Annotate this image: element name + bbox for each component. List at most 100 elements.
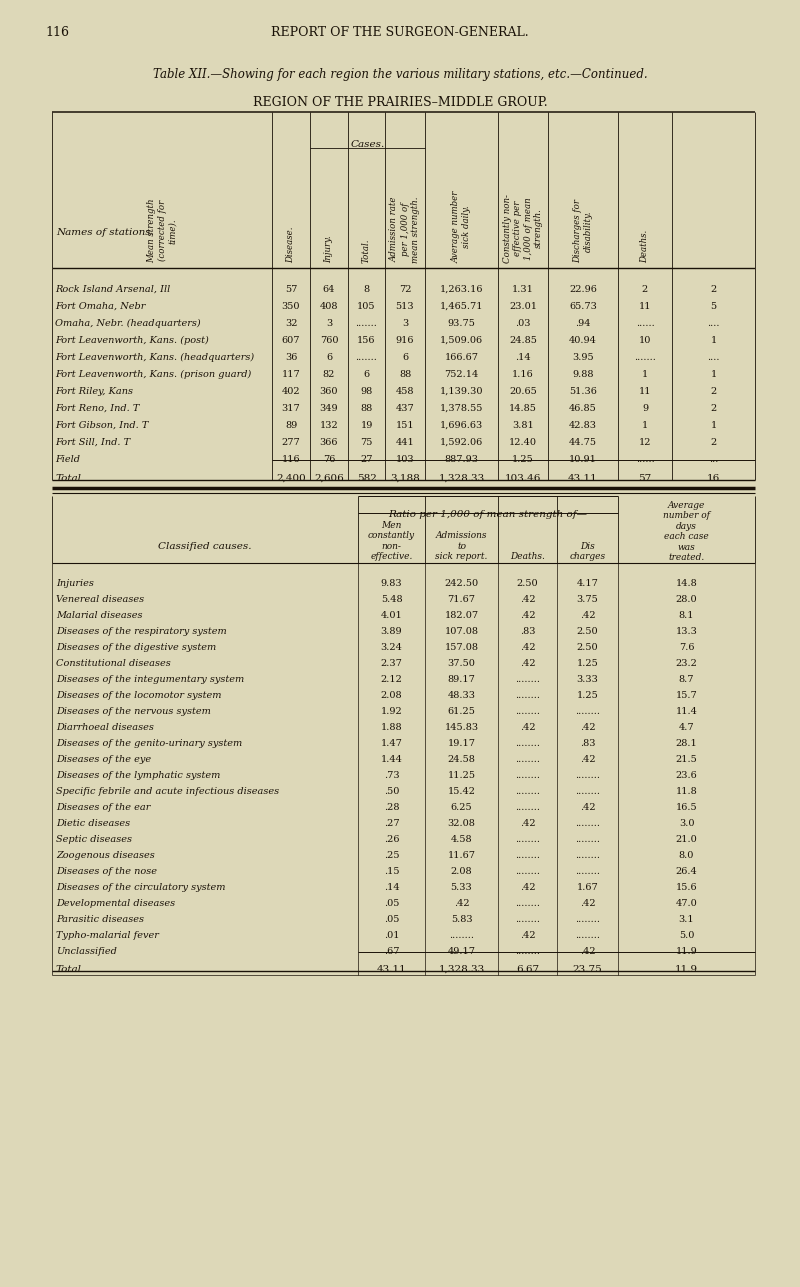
Text: ...: ...: [709, 456, 718, 465]
Text: 1,263.16: 1,263.16: [440, 284, 483, 293]
Text: 116: 116: [45, 26, 69, 39]
Text: 3.81: 3.81: [512, 421, 534, 430]
Text: .42: .42: [580, 803, 595, 812]
Text: 98: 98: [360, 387, 373, 396]
Text: ........: ........: [515, 755, 540, 764]
Text: 1.88: 1.88: [381, 723, 402, 732]
Text: 242.50: 242.50: [445, 579, 478, 588]
Text: 7.6: 7.6: [678, 644, 694, 653]
Text: 151: 151: [396, 421, 414, 430]
Text: 1,139.30: 1,139.30: [440, 387, 483, 396]
Text: 4.58: 4.58: [450, 835, 472, 844]
Text: 10: 10: [639, 336, 651, 345]
Text: 10.91: 10.91: [569, 456, 597, 465]
Text: 1,696.63: 1,696.63: [440, 421, 483, 430]
Text: 24.58: 24.58: [447, 755, 475, 764]
Text: .50: .50: [384, 786, 399, 795]
Text: 28.1: 28.1: [676, 739, 698, 748]
Text: Parasitic diseases: Parasitic diseases: [56, 915, 144, 924]
Text: Average
number of
days
each case
was
treated.: Average number of days each case was tre…: [663, 501, 710, 562]
Text: 23.01: 23.01: [509, 302, 537, 311]
Text: .14: .14: [515, 353, 531, 362]
Text: Diseases of the locomotor system: Diseases of the locomotor system: [56, 691, 222, 700]
Text: 157.08: 157.08: [445, 644, 478, 653]
Text: Developmental diseases: Developmental diseases: [56, 900, 175, 909]
Text: ....: ....: [707, 319, 720, 328]
Text: .42: .42: [520, 644, 535, 653]
Text: Discharges for
disability.: Discharges for disability.: [574, 199, 593, 263]
Text: 9.88: 9.88: [572, 369, 594, 378]
Text: 19: 19: [360, 421, 373, 430]
Text: 9: 9: [642, 404, 648, 413]
Text: Deaths.: Deaths.: [641, 230, 650, 263]
Text: 37.50: 37.50: [447, 659, 475, 668]
Text: Total.: Total.: [362, 238, 371, 263]
Text: .05: .05: [384, 915, 399, 924]
Text: 1,328.33: 1,328.33: [438, 965, 485, 974]
Text: REPORT OF THE SURGEON-GENERAL.: REPORT OF THE SURGEON-GENERAL.: [271, 26, 529, 39]
Text: 317: 317: [282, 404, 300, 413]
Text: .67: .67: [384, 947, 399, 956]
Text: .26: .26: [384, 835, 399, 844]
Text: Diseases of the eye: Diseases of the eye: [56, 755, 151, 764]
Text: 116: 116: [282, 456, 300, 465]
Text: 437: 437: [396, 404, 414, 413]
Text: .83: .83: [580, 739, 595, 748]
Text: 11.9: 11.9: [675, 965, 698, 974]
Text: 43.11: 43.11: [568, 474, 598, 483]
Text: 8.7: 8.7: [678, 674, 694, 683]
Text: ........: ........: [575, 867, 600, 876]
Text: 5.0: 5.0: [679, 931, 694, 940]
Text: Diseases of the nose: Diseases of the nose: [56, 867, 157, 876]
Text: 182.07: 182.07: [445, 611, 478, 620]
Text: ........: ........: [449, 931, 474, 940]
Text: 166.67: 166.67: [445, 353, 478, 362]
Text: 89: 89: [285, 421, 297, 430]
Text: 3.33: 3.33: [577, 674, 598, 683]
Text: .......: .......: [355, 319, 378, 328]
Text: 4.01: 4.01: [381, 611, 402, 620]
Text: Zoogenous diseases: Zoogenous diseases: [56, 851, 154, 860]
Text: 1: 1: [710, 369, 717, 378]
Text: 441: 441: [396, 438, 414, 447]
Text: Fort Leavenworth, Kans. (prison guard): Fort Leavenworth, Kans. (prison guard): [55, 369, 251, 380]
Text: 156: 156: [358, 336, 376, 345]
Text: Diarrhoeal diseases: Diarrhoeal diseases: [56, 723, 154, 732]
Text: Fort Sill, Ind. T: Fort Sill, Ind. T: [55, 438, 130, 447]
Text: 2.50: 2.50: [577, 644, 598, 653]
Text: Diseases of the integumentary system: Diseases of the integumentary system: [56, 674, 244, 683]
Text: ........: ........: [515, 674, 540, 683]
Text: 2.50: 2.50: [517, 579, 538, 588]
Text: 36: 36: [285, 353, 297, 362]
Text: Table XII.—Showing for each region the various military stations, etc.—Continued: Table XII.—Showing for each region the v…: [153, 68, 647, 81]
Text: ........: ........: [515, 915, 540, 924]
Text: Ratio per 1,000 of mean strength of—: Ratio per 1,000 of mean strength of—: [389, 510, 587, 519]
Text: ........: ........: [515, 786, 540, 795]
Text: 1: 1: [710, 336, 717, 345]
Text: ........: ........: [515, 771, 540, 780]
Text: Names of stations.: Names of stations.: [56, 228, 154, 237]
Text: 2: 2: [710, 438, 717, 447]
Text: Fort Reno, Ind. T: Fort Reno, Ind. T: [55, 404, 139, 413]
Text: Dis
charges: Dis charges: [570, 542, 606, 561]
Text: Total: Total: [56, 965, 82, 974]
Text: 4.7: 4.7: [678, 723, 694, 732]
Text: 3.75: 3.75: [577, 595, 598, 604]
Text: 14.8: 14.8: [676, 579, 698, 588]
Text: ........: ........: [575, 915, 600, 924]
Text: Fort Gibson, Ind. T: Fort Gibson, Ind. T: [55, 421, 148, 430]
Text: 57: 57: [285, 284, 297, 293]
Text: 402: 402: [282, 387, 300, 396]
Text: Average number
sick daily.: Average number sick daily.: [452, 190, 471, 263]
Text: 582: 582: [357, 474, 377, 483]
Text: ........: ........: [515, 867, 540, 876]
Text: Injuries: Injuries: [56, 579, 94, 588]
Text: ........: ........: [515, 739, 540, 748]
Text: 15.42: 15.42: [447, 786, 475, 795]
Text: ......: ......: [636, 456, 654, 465]
Text: 145.83: 145.83: [445, 723, 478, 732]
Text: 1.92: 1.92: [381, 707, 402, 716]
Text: .42: .42: [580, 611, 595, 620]
Text: .42: .42: [580, 723, 595, 732]
Text: Admission rate
per 1,000 of
mean strength.: Admission rate per 1,000 of mean strengt…: [390, 197, 420, 263]
